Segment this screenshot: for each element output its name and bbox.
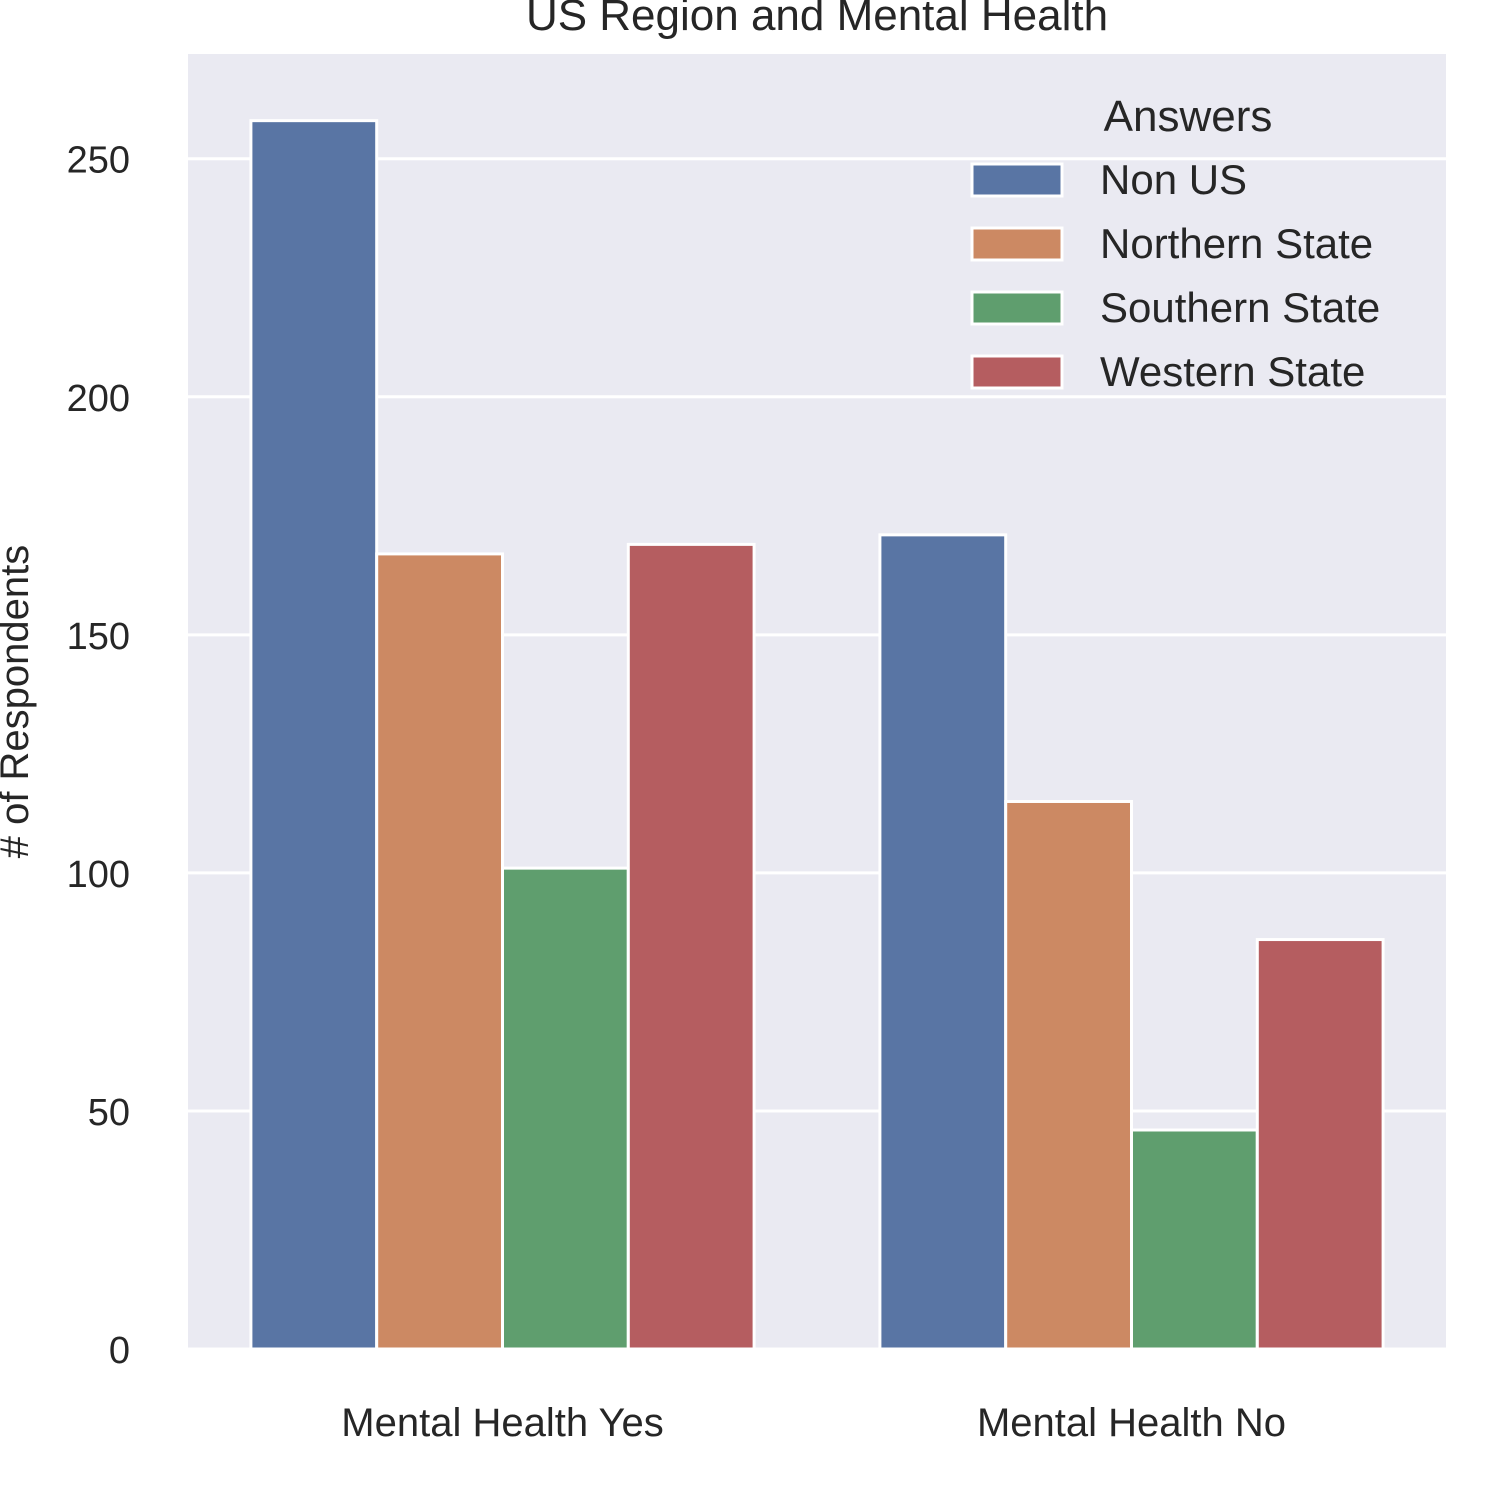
legend-swatch xyxy=(970,226,1064,262)
y-tick-labels: 0 50 100 150 200 250 xyxy=(67,140,130,1372)
legend-label: Southern State xyxy=(1100,284,1380,331)
legend-label: Western State xyxy=(1100,348,1365,395)
legend-title: Answers xyxy=(1104,92,1273,141)
x-tick-labels: Mental Health Yes Mental Health No xyxy=(341,1401,1286,1445)
chart-title: US Region and Mental Health xyxy=(526,0,1108,40)
legend-swatch xyxy=(970,354,1064,390)
y-tick-label: 100 xyxy=(67,854,130,896)
bar xyxy=(249,119,379,1351)
legend-swatch xyxy=(970,290,1064,326)
y-tick-label: 200 xyxy=(67,378,130,420)
x-tick-label: Mental Health Yes xyxy=(341,1401,663,1445)
bar xyxy=(1255,938,1385,1351)
bar xyxy=(878,533,1008,1351)
y-tick-label: 150 xyxy=(67,616,130,658)
y-tick-label: 50 xyxy=(88,1092,130,1134)
bar xyxy=(1130,1128,1259,1351)
y-axis-label: # of Respondents xyxy=(0,545,37,859)
bar xyxy=(375,552,505,1351)
bar xyxy=(626,542,756,1351)
bar xyxy=(1004,799,1134,1351)
bar xyxy=(501,866,630,1351)
legend: Answers Non US Northern State Southern Sta… xyxy=(970,92,1380,395)
bars xyxy=(249,119,1385,1351)
legend-label: Non US xyxy=(1100,156,1247,203)
x-tick-label: Mental Health No xyxy=(977,1401,1286,1445)
legend-swatch xyxy=(970,162,1064,198)
y-tick-label: 0 xyxy=(109,1330,130,1372)
y-tick-label: 250 xyxy=(67,140,130,182)
legend-label: Northern State xyxy=(1100,220,1373,267)
